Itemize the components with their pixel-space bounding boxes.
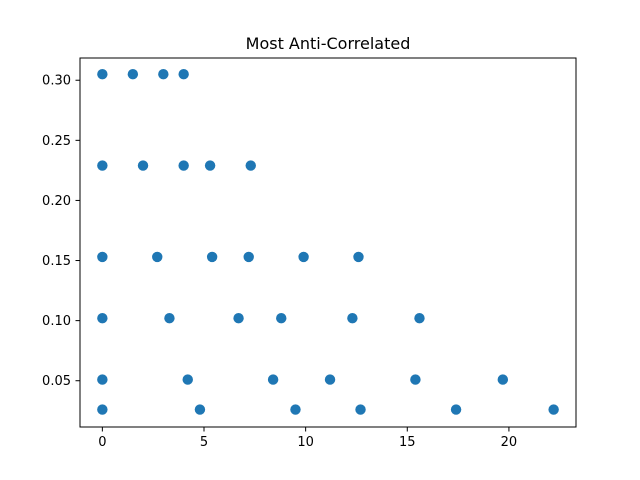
data-point: [245, 160, 256, 171]
x-tick-label: 10: [297, 435, 314, 450]
x-tick-label: 5: [200, 435, 208, 450]
data-point: [355, 404, 366, 415]
y-tick-label: 0.05: [42, 374, 71, 389]
data-point: [276, 313, 287, 324]
data-point: [194, 404, 206, 415]
data-point: [204, 160, 216, 171]
data-point: [324, 374, 336, 385]
data-point: [127, 69, 139, 80]
data-point: [178, 160, 189, 171]
data-point: [152, 251, 163, 263]
data-point: [97, 251, 108, 263]
data-point: [137, 160, 149, 171]
data-point: [243, 251, 254, 263]
y-tick-label: 0.30: [42, 74, 71, 89]
data-point: [450, 404, 462, 415]
data-point: [182, 374, 193, 385]
data-point: [206, 251, 218, 263]
data-point: [97, 404, 108, 415]
data-point: [97, 69, 108, 80]
data-point: [97, 160, 108, 171]
data-point: [267, 374, 279, 385]
y-tick-label: 0.10: [42, 314, 71, 329]
data-point: [410, 374, 421, 385]
data-point: [548, 404, 559, 415]
data-point: [233, 313, 244, 324]
x-axis-ticks: 0 5 10 15 20: [98, 427, 517, 450]
y-tick-label: 0.15: [42, 254, 71, 269]
data-point: [97, 313, 108, 324]
data-point: [290, 404, 301, 415]
data-point: [158, 69, 169, 80]
data-point: [497, 374, 509, 385]
data-point: [353, 251, 364, 263]
x-tick-label: 0: [98, 435, 106, 450]
chart-title: Most Anti-Correlated: [246, 34, 411, 53]
data-point: [347, 313, 358, 324]
y-tick-label: 0.25: [42, 134, 71, 149]
data-point: [164, 313, 175, 324]
data-point: [298, 251, 309, 263]
plot-frame: [79, 57, 577, 428]
y-axis-ticks: 0.05 0.10 0.15 0.20 0.25 0.30: [42, 74, 80, 389]
x-tick-label: 20: [501, 435, 518, 450]
data-point: [97, 374, 108, 385]
data-point: [414, 313, 425, 324]
points-layer: [97, 69, 559, 415]
x-tick-label: 15: [399, 435, 416, 450]
y-tick-label: 0.20: [42, 194, 71, 209]
data-point: [178, 69, 189, 80]
